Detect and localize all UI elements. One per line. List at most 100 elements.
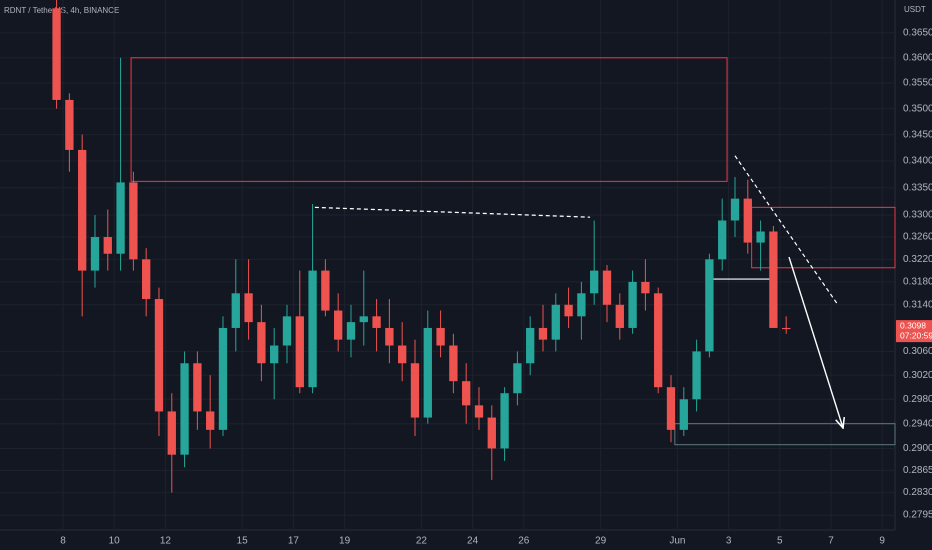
y-tick-label: 0.3140 bbox=[903, 299, 932, 310]
candle-body bbox=[257, 322, 266, 364]
candle-body bbox=[500, 393, 509, 449]
x-tick-label: 5 bbox=[777, 536, 783, 547]
candle-body bbox=[756, 231, 765, 243]
candle-body bbox=[398, 345, 407, 364]
candle-body bbox=[628, 281, 637, 328]
y-tick-label: 0.3020 bbox=[903, 370, 932, 381]
candle-body bbox=[334, 310, 343, 340]
candle-body bbox=[449, 345, 458, 382]
candle-body bbox=[129, 182, 138, 260]
candle-body bbox=[474, 405, 484, 418]
y-tick-label: 0.2940 bbox=[903, 418, 932, 429]
candle-body bbox=[538, 327, 548, 340]
candle-body bbox=[487, 417, 496, 449]
candle-body bbox=[142, 259, 151, 300]
last-price-label: 0.3098 bbox=[900, 320, 926, 330]
y-tick-label: 0.3400 bbox=[903, 156, 932, 167]
candle-body bbox=[641, 281, 650, 294]
candle-body bbox=[65, 99, 74, 150]
y-tick-label: 0.2830 bbox=[903, 487, 932, 498]
candle-body bbox=[116, 182, 125, 254]
y-tick-label: 0.2900 bbox=[903, 443, 932, 454]
x-tick-label: Jun bbox=[669, 536, 685, 547]
x-tick-label: 22 bbox=[416, 536, 428, 547]
y-tick-label: 0.3450 bbox=[903, 129, 932, 140]
candle-body bbox=[218, 327, 228, 430]
zone-box bbox=[674, 423, 896, 446]
candle-body bbox=[321, 270, 330, 311]
candle-body bbox=[295, 316, 304, 388]
candle-body bbox=[346, 322, 356, 340]
candle-body bbox=[423, 327, 432, 418]
candle-body bbox=[705, 259, 714, 352]
x-tick-label: 9 bbox=[879, 536, 885, 547]
candle-body bbox=[193, 363, 202, 412]
candle-body bbox=[410, 363, 420, 418]
y-tick-label: 0.2865 bbox=[903, 465, 932, 476]
x-tick-label: 8 bbox=[60, 536, 66, 547]
last-price-box bbox=[896, 320, 932, 343]
y-tick-label: 0.3260 bbox=[903, 232, 932, 243]
x-tick-label: 17 bbox=[288, 536, 300, 547]
y-tick-label: 0.3060 bbox=[903, 346, 932, 357]
candle-body bbox=[282, 316, 292, 346]
candle-body bbox=[308, 270, 317, 388]
y-tick-label: 0.2795 bbox=[903, 510, 932, 521]
candle-body bbox=[743, 198, 752, 243]
candle-body bbox=[231, 293, 240, 328]
candle-body bbox=[513, 363, 522, 394]
candle-body bbox=[385, 327, 394, 346]
y-tick-label: 0.3220 bbox=[903, 254, 932, 265]
candle-body bbox=[359, 316, 368, 323]
candle-body bbox=[692, 351, 701, 400]
y-tick-label: 0.3500 bbox=[903, 103, 932, 114]
candle-body bbox=[270, 345, 279, 364]
y-tick-label: 0.3300 bbox=[903, 210, 932, 221]
candle-body bbox=[730, 198, 740, 221]
candle-body bbox=[103, 237, 112, 254]
candle-body bbox=[462, 381, 471, 406]
candle-body bbox=[90, 237, 100, 271]
y-tick-label: 0.3600 bbox=[903, 52, 932, 63]
price-unit: USDT bbox=[904, 5, 926, 14]
candle-body bbox=[52, 8, 61, 100]
y-tick-label: 0.3180 bbox=[903, 277, 932, 288]
x-tick-label: 24 bbox=[467, 536, 479, 547]
candle-body bbox=[180, 363, 189, 455]
candle-body bbox=[769, 231, 778, 328]
candle-body bbox=[372, 316, 381, 328]
candle-body bbox=[679, 399, 688, 430]
x-tick-label: 7 bbox=[828, 536, 834, 547]
x-tick-label: 29 bbox=[595, 536, 607, 547]
candle-body bbox=[666, 387, 676, 430]
candle-body bbox=[564, 304, 573, 317]
candle-body bbox=[615, 304, 624, 328]
x-tick-label: 15 bbox=[237, 536, 249, 547]
candle-body bbox=[167, 411, 176, 455]
candle-body bbox=[78, 149, 87, 271]
y-tick-label: 0.3550 bbox=[903, 78, 932, 89]
countdown-label: 07:20:59 bbox=[900, 330, 932, 340]
x-tick-label: 19 bbox=[339, 536, 351, 547]
x-tick-label: 3 bbox=[726, 536, 732, 547]
candle-body bbox=[526, 327, 535, 364]
y-tick-label: 0.3650 bbox=[903, 28, 932, 39]
candle-body bbox=[602, 270, 612, 305]
chart-title: RDNT / TetherUS, 4h, BINANCE bbox=[4, 6, 119, 15]
trend-line bbox=[734, 155, 839, 306]
candle-body bbox=[436, 327, 445, 346]
y-tick-label: 0.3350 bbox=[903, 182, 932, 193]
x-tick-label: 26 bbox=[518, 536, 530, 547]
candle-body bbox=[718, 220, 727, 260]
arrow bbox=[788, 256, 843, 428]
candle-body bbox=[551, 304, 560, 340]
zone-box bbox=[130, 57, 728, 182]
candle-body bbox=[590, 270, 599, 294]
y-tick-label: 0.2980 bbox=[903, 394, 932, 405]
x-tick-label: 12 bbox=[160, 536, 172, 547]
x-tick-label: 10 bbox=[109, 536, 121, 547]
trend-line bbox=[314, 206, 591, 218]
candle-body bbox=[206, 411, 215, 430]
